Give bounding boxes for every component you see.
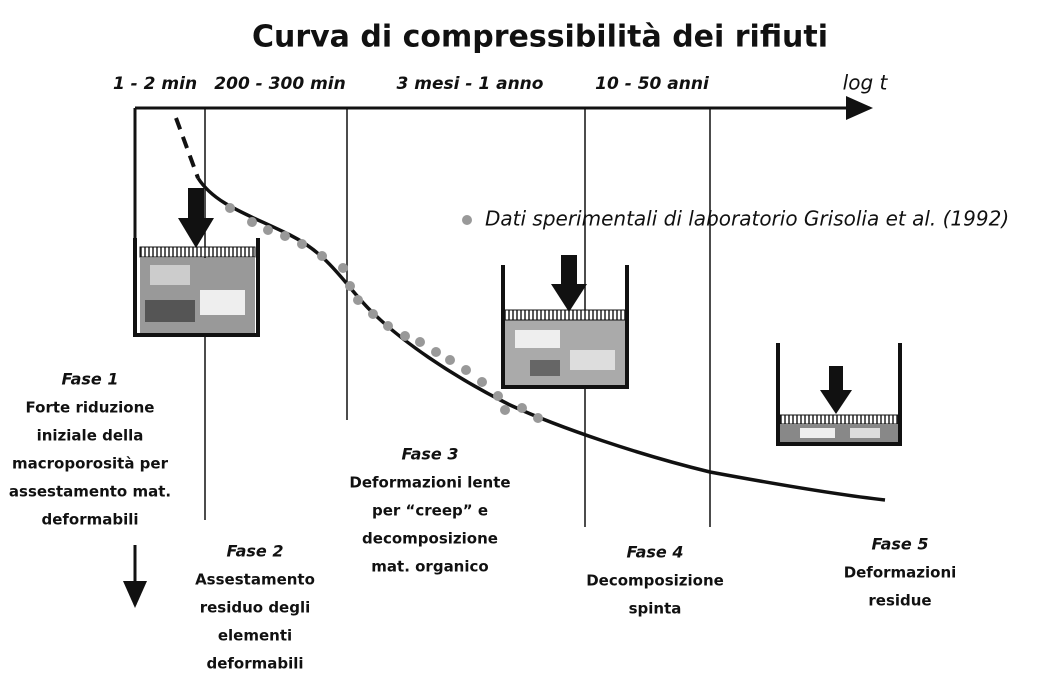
- time-label: 10 - 50 anni: [595, 74, 710, 94]
- lab-data-points: [225, 203, 543, 423]
- phase-title: Fase 2: [227, 542, 284, 561]
- phase-description: decomposizione: [362, 530, 498, 548]
- phase-description: residue: [868, 592, 931, 610]
- phase-description: elementi: [218, 627, 292, 645]
- legend-marker: [462, 215, 472, 225]
- phase-description: spinta: [629, 600, 682, 618]
- phase-title: Fase 1: [62, 370, 119, 389]
- curve-extrapolated: [174, 117, 200, 179]
- curve: [196, 177, 886, 502]
- phase-description: deformabili: [206, 655, 303, 673]
- axis-label: log t: [843, 71, 889, 95]
- container-2: [501, 255, 629, 389]
- phase-description: Decomposizione: [586, 572, 724, 590]
- title: Curva di compressibilità dei rifiuti: [252, 20, 828, 55]
- time-label: 3 mesi - 1 anno: [397, 74, 544, 94]
- phase-description: Deformazioni lente: [349, 474, 510, 492]
- phase-description: iniziale della: [37, 427, 144, 445]
- phase-description: Forte riduzione: [26, 399, 155, 417]
- time-label: 1 - 2 min: [113, 74, 197, 94]
- phase-title: Fase 3: [402, 445, 459, 464]
- container-1: [133, 188, 260, 337]
- phase-description: mat. organico: [371, 558, 488, 576]
- phase-description: per “creep” e: [372, 502, 488, 520]
- phase-description: macroporosità per: [12, 455, 169, 473]
- phase-description: deformabili: [41, 511, 138, 529]
- container-3: [776, 343, 902, 446]
- legend-text: Dati sperimentali di laboratorio Grisoli…: [485, 207, 1009, 231]
- phase-description: Assestamento: [195, 571, 315, 589]
- phase-description: Deformazioni: [844, 564, 957, 582]
- phase-title: Fase 4: [627, 543, 684, 562]
- time-label: 200 - 300 min: [214, 74, 345, 94]
- phase-description: assestamento mat.: [9, 483, 171, 501]
- phases: Fase 1 Forte riduzione iniziale della macro…: [9, 370, 956, 673]
- phase-description: residuo degli: [200, 599, 311, 617]
- phase-title: Fase 5: [872, 535, 929, 554]
